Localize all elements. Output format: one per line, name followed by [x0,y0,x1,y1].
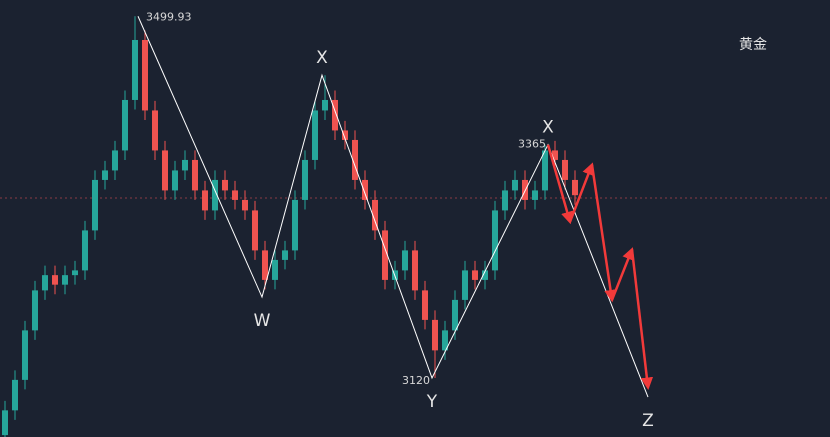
candle-body [542,150,548,191]
wave-label: X [542,118,554,138]
candle-body [92,179,98,231]
candle-body [322,99,328,111]
candle-body [332,99,338,131]
candle-body [482,270,488,280]
candle-body [32,290,38,331]
candle-body [472,270,478,280]
candle-body [2,410,8,436]
candle-body [552,150,558,160]
candle-body [382,230,388,280]
candle-body [412,250,418,291]
candle-body [292,199,298,251]
candle-body [62,275,68,285]
candle-body [572,179,578,196]
wave-label: Z [642,411,654,431]
candle-body [222,179,228,191]
candle-body [122,99,128,151]
candle-body [12,379,18,411]
candle-body [112,150,118,171]
candle-body [202,190,208,211]
candle-body [272,259,278,280]
candle-body [342,130,348,140]
projection-arrow [568,162,595,223]
wave-value-label: 3499.93 [146,10,192,23]
candle-body [252,210,258,251]
wave-label: Y [426,392,438,412]
projection-arrow [630,249,654,390]
candle-body [192,159,198,191]
wave-label: X [316,48,328,68]
candle-body [242,199,248,211]
candle-body [302,159,308,200]
wave-value-label: 3120 [402,374,430,387]
projection-arrow [590,164,617,303]
candle-body [172,170,178,191]
candle-body [512,179,518,191]
wave-label: W [254,311,271,331]
candle-body [142,39,148,111]
candle-body [132,39,138,100]
candle-body [72,270,78,276]
candle-body [312,110,318,160]
candle-body [502,190,508,211]
projection-arrow [546,144,574,225]
candle-body [422,290,428,320]
chart-title: 黄金 [739,36,767,53]
candle-body [82,230,88,271]
candle-body [152,110,158,151]
candle-body [462,270,468,300]
projection-arrow [610,247,635,301]
candle-body [232,190,238,200]
candle-body [42,275,48,291]
candle-body [372,199,378,231]
candle-body [262,250,268,280]
candle-body [22,330,28,380]
candle-body [432,319,438,351]
candle-body [212,179,218,211]
candle-body [442,330,448,351]
candle-body [402,250,408,271]
candle-body [102,170,108,180]
candle-body [182,159,188,171]
candle-body [352,139,358,180]
candle-body [362,179,368,200]
candle-body [562,159,568,180]
candle-body [532,190,538,200]
wave-value-label: 3365 [518,138,546,151]
candle-body [452,299,458,331]
candle-body [52,275,58,285]
candle-body [282,250,288,260]
candle-body [162,150,168,191]
candle-body [492,210,498,271]
wave-line [137,16,649,398]
